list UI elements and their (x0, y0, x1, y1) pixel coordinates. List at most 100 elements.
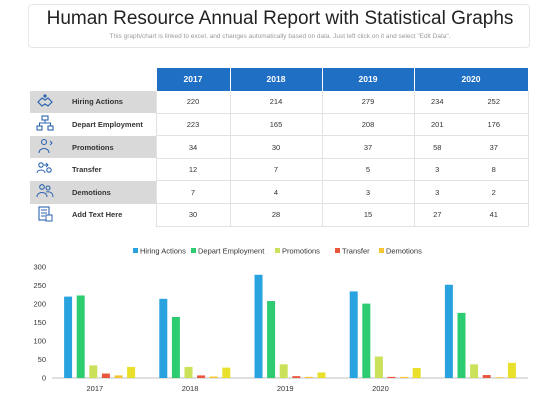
bar-chart: Hiring Actions Depart Employment Promotion… (33, 247, 528, 393)
bar (507, 362, 516, 378)
row-label: Demotions (60, 180, 156, 204)
table-cell: 34 (155, 135, 231, 159)
legend-label: Hiring Actions (140, 247, 186, 256)
legend-label: Transfer (342, 247, 370, 256)
bar (279, 364, 288, 378)
bar (482, 375, 491, 378)
table-cell: 2 (460, 180, 529, 205)
bar (171, 316, 180, 378)
table-cell: 30 (230, 135, 323, 159)
table-cell: 223 (155, 113, 231, 137)
x-tick-label: 2019 (277, 384, 294, 393)
row-label: Add Text Here (72, 210, 123, 220)
x-tick-label: 2018 (182, 384, 199, 393)
table-row: Demotions 7 4 3 3 2 (30, 180, 529, 205)
x-tick-label: 2020 (372, 384, 389, 393)
handshake-icon (36, 93, 54, 111)
bar (412, 368, 421, 378)
bar (470, 364, 479, 378)
bars (64, 274, 516, 378)
bar (495, 377, 504, 378)
row-label: Promotions (60, 135, 156, 159)
column-header: 2017 (155, 68, 231, 91)
legend-swatch (275, 248, 280, 253)
table-cell: 214 (230, 90, 323, 114)
bar (114, 375, 123, 378)
bar (444, 284, 453, 378)
x-axis: 2017 2018 2019 2020 (86, 384, 388, 393)
bar (349, 291, 358, 378)
table-cell: 41 (460, 203, 529, 227)
table-cell: 12 (155, 158, 231, 182)
bar (222, 367, 231, 378)
table-cell: 3 (414, 180, 460, 205)
bar (254, 274, 263, 378)
table-cell: 252 (460, 90, 529, 114)
row-label: Depart Employment (72, 119, 143, 129)
table-cell: 58 (414, 135, 460, 159)
x-tick-label: 2017 (86, 384, 103, 393)
table-cell: 37 (460, 135, 529, 159)
bar (184, 366, 193, 378)
bar (267, 301, 276, 378)
legend-label: Depart Employment (198, 247, 265, 256)
bar (362, 303, 371, 378)
page-subtitle: This graph/chart is linked to excel, and… (109, 33, 451, 40)
table-cell: 8 (460, 158, 529, 182)
table-cell: 234 (414, 90, 460, 114)
bar (197, 375, 206, 378)
table-row: Promotions 34 30 37 58 37 (30, 135, 529, 159)
y-tick-label: 100 (33, 337, 46, 346)
table-row: Add Text Here 30 28 15 27 41 (30, 203, 529, 227)
legend-label: Promotions (282, 247, 320, 256)
row-label: Hiring Actions (60, 90, 156, 114)
y-tick-label: 0 (42, 374, 46, 383)
table-header-row: 2017 2018 2019 2020 (30, 68, 529, 91)
table-cell: 279 (322, 90, 415, 114)
bar (304, 376, 313, 378)
bar (317, 372, 326, 378)
y-tick-label: 150 (33, 318, 46, 327)
bar (209, 376, 218, 378)
bar (400, 376, 409, 378)
bar (457, 312, 466, 378)
table-row: Depart Employment 223 165 208 201 176 (30, 113, 529, 137)
table-row: Transfer 12 7 5 3 8 (30, 158, 529, 182)
chart-legend: Hiring Actions Depart Employment Promotion… (133, 247, 422, 256)
table-cell: 3 (322, 180, 415, 205)
person-transfer-icon (36, 161, 54, 179)
y-tick-label: 200 (33, 300, 46, 309)
legend-swatch (133, 248, 138, 253)
bar (374, 356, 383, 378)
table-cell: 165 (230, 113, 323, 137)
table-cell: 15 (322, 203, 415, 227)
org-chart-icon (36, 115, 54, 133)
column-header: 2018 (229, 68, 323, 91)
legend-swatch (335, 248, 340, 253)
table-cell: 28 (230, 203, 323, 227)
table-cell: 30 (155, 203, 231, 227)
table-row: Hiring Actions 220 214 279 234 252 (30, 90, 529, 114)
person-arrow-icon (36, 138, 54, 156)
table-cell: 7 (230, 158, 323, 182)
table-cell: 37 (322, 135, 415, 159)
page-title: Human Resource Annual Report with Statis… (46, 8, 514, 29)
bar (89, 365, 98, 378)
legend-label: Demotions (386, 247, 422, 256)
bar (76, 295, 85, 378)
bar (64, 296, 73, 378)
bar (292, 376, 301, 378)
table-cell: 4 (230, 180, 323, 205)
bar (159, 298, 168, 378)
stats-table: 2017 2018 2019 2020 Hiring Actions 220 214… (30, 68, 529, 227)
y-tick-label: 50 (38, 355, 46, 364)
y-tick-label: 250 (33, 281, 46, 290)
y-tick-label: 300 (33, 263, 46, 272)
people-icon (36, 183, 54, 201)
table-cell: 7 (155, 180, 231, 205)
document-icon (36, 206, 54, 224)
bar (101, 373, 110, 378)
row-label: Transfer (72, 165, 102, 175)
table-cell: 5 (322, 158, 415, 182)
column-header: 2019 (321, 68, 415, 91)
